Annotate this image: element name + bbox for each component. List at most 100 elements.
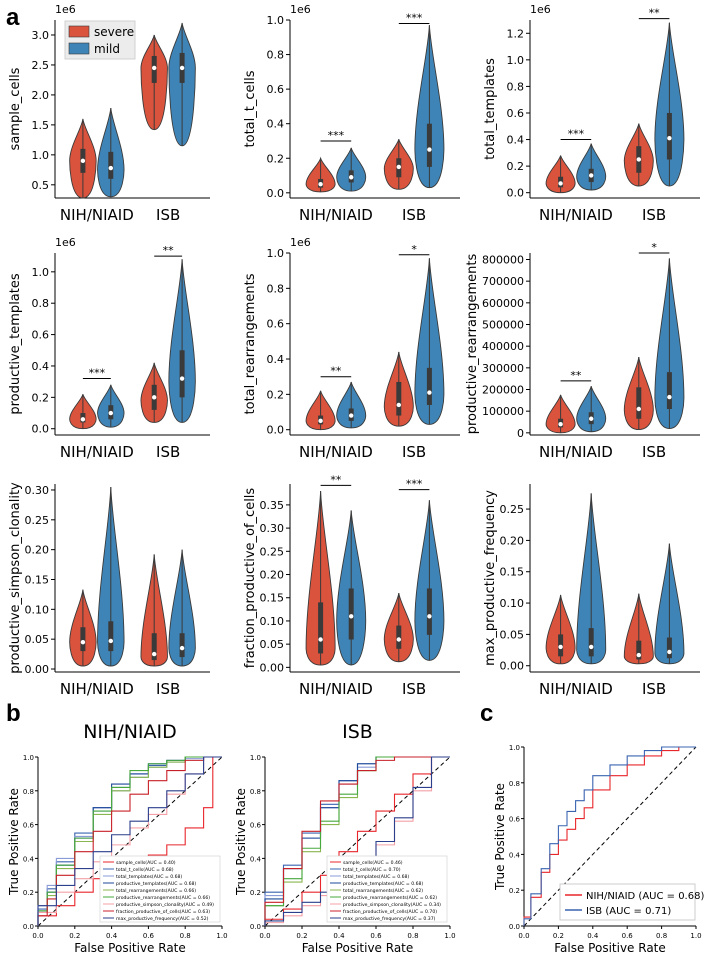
roc-nih-xtick-label: 1.0 [216,932,227,940]
v7-ytick-label: 0.10 [25,603,50,616]
v7-iqr-box [80,627,86,652]
roc-isb-xlabel: False Positive Rate [302,941,414,955]
v3-offset-label: 1e6 [530,3,551,16]
v2-median-dot [349,175,354,180]
v1-ytick-label: 0.5 [32,179,50,192]
v6-ytick-label: 400000 [482,340,524,353]
roc-nih-legend-label: productive_templates(AUC = 0.68) [116,881,196,887]
roc-nih-legend-label: total_rearrangements(AUC = 0.66) [116,888,196,894]
roc-nih-legend-label: max_productive_frequency(AUC = 0.52) [116,916,209,922]
roc-nih-xtick-label: 0.8 [180,932,191,940]
v8-median-dot [396,637,401,642]
v5-ytick-label: 0.2 [267,388,285,401]
roc-isb-ylabel: True Positive Rate [234,788,248,896]
v9-ytick-label: 0.15 [500,566,525,579]
roc-nih-ytick-label: 0.4 [23,855,35,863]
v9-median-dot [558,644,563,650]
roc-isb-ytick-label: 0.2 [250,889,261,897]
v2-offset-label: 1e6 [290,3,311,16]
v6-ytick-label: 700000 [482,275,524,288]
v2-ytick-label: 0.4 [267,118,285,131]
v1-ytick-label: 1.5 [32,119,50,132]
v7-ytick-label: 0.30 [25,484,50,497]
roc-isb-xtick-label: 0.2 [296,932,307,940]
roc-c-ytick-label: 0.4 [509,851,521,859]
roc-isb-ytick-label: 0.6 [250,822,262,830]
v5-median-dot [427,390,432,395]
roc-nih-legend-label: productive_simpson_clonality(AUC = 0.49) [116,902,214,908]
v7-iqr-box [151,633,157,661]
v8-xcat-label: NIH/NIAID [299,680,373,698]
v3-ytick-label: 0.2 [507,160,525,173]
v8-ytick-label: 0.10 [260,615,285,628]
v4-median-dot [152,395,157,400]
v9-ytick-label: 0.00 [500,660,525,673]
roc-c-xtick-label: 0.0 [518,932,529,940]
roc-c-xlabel: False Positive Rate [554,941,666,955]
roc-nih-legend-label: sample_cells(AUC = 0.40) [116,860,176,866]
v6-sig-label: * [651,241,657,254]
v4-ylabel: productive_templates [8,273,23,414]
v5-iqr-box [426,367,432,405]
roc-isb-legend-label: productive_templates(AUC = 0.68) [343,881,423,887]
v6-median-dot [636,406,641,412]
v7-ytick-label: 0.20 [25,544,50,557]
v4-sig-label: *** [89,367,106,380]
v8-ytick-label: 0.15 [260,592,285,605]
roc-isb-legend-label: total_rearrangements(AUC = 0.62) [343,888,423,894]
v5-median-dot [318,418,323,424]
v5-ytick-label: 0.4 [267,353,285,366]
roc-nih-ytick-label: 0.0 [23,923,34,931]
panel-label-c: c [480,700,494,727]
v4-offset-label: 1e6 [55,236,76,249]
v8-median-dot [318,637,323,642]
roc-isb-legend-label: fraction_productive_of_cells(AUC = 0.70) [343,909,437,915]
v8-ylabel: fraction_productive_of_cells [243,488,258,669]
v8-ytick-label: 0.05 [260,638,285,651]
v4-xcat-label: NIH/NIAID [60,443,134,461]
v8-iqr-box [396,625,402,649]
roc-nih-xtick-label: 0.6 [143,932,155,940]
v7-xcat-label: NIH/NIAID [60,680,134,698]
v8-ytick-label: 0.30 [260,522,285,535]
v2-ytick-label: 0.8 [267,49,285,62]
legend-label-severe: severe [94,25,134,39]
v9-median-dot [589,644,594,650]
v9-ytick-label: 0.25 [500,503,525,516]
v9-xcat-label: NIH/NIAID [539,680,613,698]
roc-isb-xtick-label: 0.0 [259,932,270,940]
roc-isb-legend-label: sample_cells(AUC = 0.46) [343,860,403,866]
v2-iqr-box [426,123,432,167]
roc-isb-legend-box [326,855,448,923]
roc-nih-curve-7 [37,756,222,926]
v5-ytick-label: 0.8 [267,282,285,295]
roc-isb-xtick-label: 0.8 [407,932,418,940]
v4-xcat-label: ISB [156,443,180,461]
v1-iqr-box [108,151,114,179]
v8-iqr-box [348,588,354,640]
roc-nih-curve-8 [37,756,222,926]
v1-offset-label: 1e6 [55,3,76,16]
v1-xcat-label: NIH/NIAID [60,206,134,224]
roc-isb-legend-label: productive_rearrangements(AUC = 0.62) [343,895,437,901]
v8-iqr-box [426,588,432,635]
v5-iqr-box [396,381,402,416]
v2-ytick-label: 0.2 [267,152,285,165]
v4-ytick-label: 0.2 [32,391,50,404]
v6-ytick-label: 300000 [482,362,524,375]
v7-xcat-label: ISB [156,680,180,698]
v4-ytick-label: 0.0 [32,423,50,436]
roc-isb-xtick-label: 1.0 [444,932,455,940]
v5-median-dot [349,413,354,418]
v3-sig-label: ** [649,7,661,20]
v9-xcat-label: ISB [642,680,666,698]
v9-median-dot [636,652,641,658]
roc-isb-curve-7 [264,756,450,926]
v9-ytick-label: 0.20 [500,534,525,547]
roc-c-ytick-label: 1.0 [509,744,520,752]
v8-xcat-label: ISB [402,680,426,698]
roc-c-ytick-label: 0.2 [509,887,520,895]
v1-median-dot [179,65,185,71]
v6-ylabel: productive_rearrangements [465,254,480,435]
